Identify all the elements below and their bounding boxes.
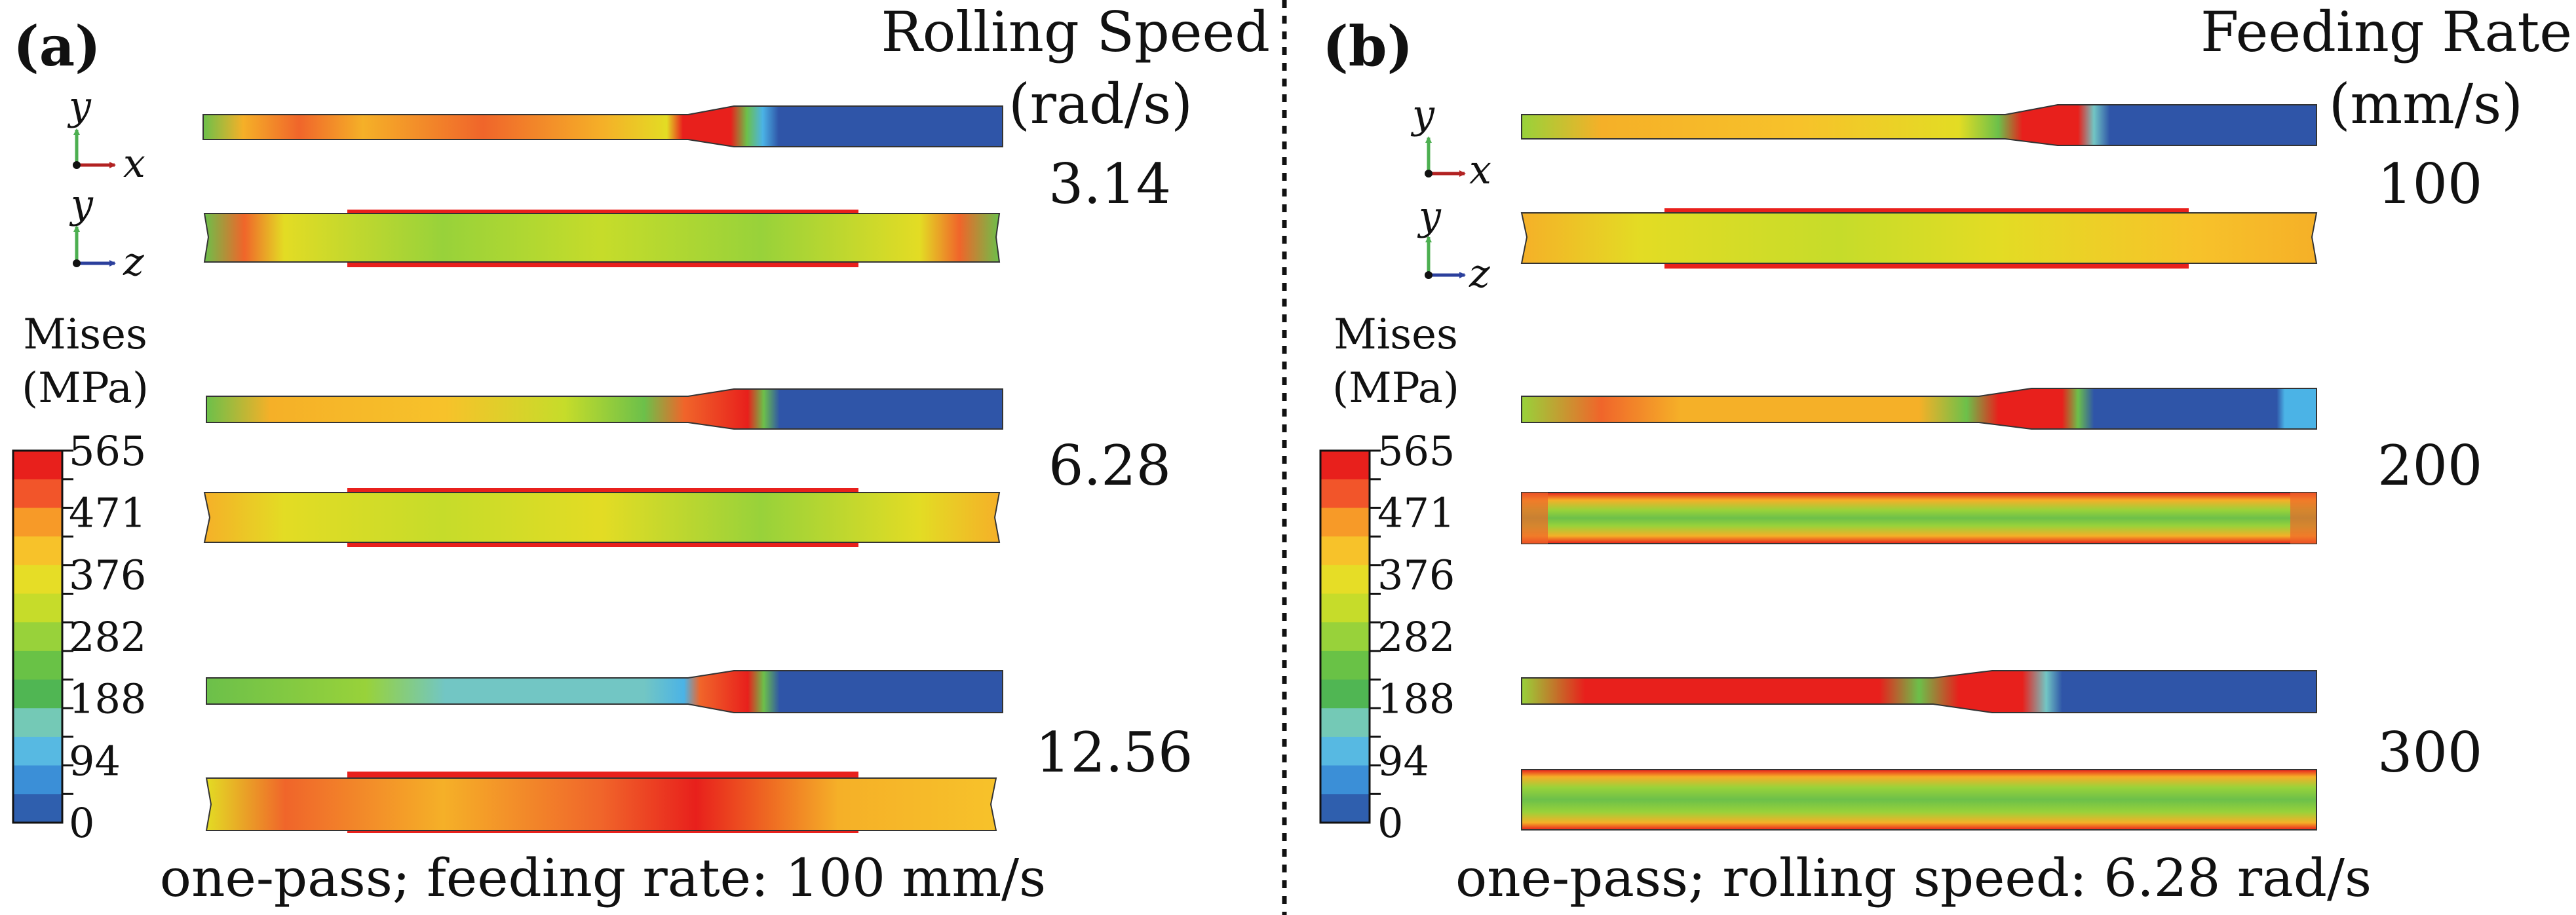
legend-tick-label: 188 xyxy=(69,675,146,723)
axes-triad-xy-b: y x xyxy=(1410,92,1491,193)
legend-swatch xyxy=(1320,479,1370,508)
color-legend-a: 565 471 376 282 188 94 0 xyxy=(12,427,146,847)
axis-label-y: y xyxy=(69,181,94,227)
axis-label-x: x xyxy=(1469,147,1491,193)
legend-swatch xyxy=(1320,794,1370,823)
legend-tick-label: 565 xyxy=(1377,427,1455,475)
legend-swatch xyxy=(1320,765,1370,794)
panel-a: (a) Rolling Speed (rad/s) y x y z 3.14 xyxy=(12,0,1271,908)
legend-tick-label: 376 xyxy=(69,551,146,599)
legend-tick-label: 188 xyxy=(1377,675,1455,723)
axis-label-z: z xyxy=(123,239,144,285)
contour-side-a3 xyxy=(206,670,1003,713)
contour-top-a1 xyxy=(203,210,1001,267)
axes-triad-yz-b: y z xyxy=(1417,193,1490,297)
panel-b-caption: one-pass; rolling speed: 6.28 rad/s xyxy=(1455,848,2372,908)
legend-tick-label: 282 xyxy=(69,613,146,661)
color-legend-b: 565 471 376 282 188 94 0 xyxy=(1319,427,1455,847)
legend-title-a-line1: Mises xyxy=(23,310,147,359)
contour-side-b1 xyxy=(1521,104,2317,146)
axis-label-y: y xyxy=(67,83,92,129)
value-label-a3: 12.56 xyxy=(1035,720,1193,785)
panel-b-param-title-line1: Feeding Rate xyxy=(2201,0,2572,64)
contour-side-b2 xyxy=(1521,388,2317,430)
panel-b: (b) Feeding Rate (mm/s) y x y z 100 Mise… xyxy=(1319,0,2572,908)
legend-swatch xyxy=(13,622,62,652)
contour-top-b1 xyxy=(1520,208,2318,269)
legend-swatch xyxy=(1320,679,1370,709)
panel-a-label: (a) xyxy=(13,14,101,79)
panel-a-param-title-line1: Rolling Speed xyxy=(881,0,1271,64)
contour-side-a1 xyxy=(202,105,1003,147)
axis-label-y: y xyxy=(1417,193,1442,239)
axes-triad-xy-a: y x xyxy=(67,83,145,187)
axes-triad-yz-a: y z xyxy=(69,181,144,285)
legend-swatch xyxy=(13,479,62,508)
legend-swatch xyxy=(1320,650,1370,681)
panel-b-param-title-line2: (mm/s) xyxy=(2329,72,2523,136)
legend-swatch xyxy=(13,708,62,738)
contour-top-b2 xyxy=(1521,492,2317,544)
legend-swatch xyxy=(13,593,62,623)
legend-swatch xyxy=(1320,736,1370,766)
axis-label-z: z xyxy=(1469,251,1490,297)
legend-tick-label: 94 xyxy=(1377,737,1429,785)
legend-tick-label: 282 xyxy=(1377,613,1455,661)
legend-swatch xyxy=(13,765,62,794)
contour-side-a2 xyxy=(206,388,1003,430)
value-label-a2: 6.28 xyxy=(1048,434,1171,498)
legend-tick-label: 0 xyxy=(1377,799,1403,847)
legend-title-a-line2: (MPa) xyxy=(22,364,149,413)
legend-border xyxy=(1319,449,1371,824)
legend-swatch xyxy=(1320,536,1370,566)
legend-tick-label: 376 xyxy=(1377,551,1455,599)
legend-tick-label: 0 xyxy=(69,799,94,847)
legend-swatch xyxy=(13,508,62,537)
panel-a-caption: one-pass; feeding rate: 100 mm/s xyxy=(160,848,1046,908)
legend-swatch xyxy=(1320,508,1370,537)
legend-swatch xyxy=(1320,451,1370,480)
legend-swatch xyxy=(13,736,62,766)
panel-b-label: (b) xyxy=(1322,14,1413,79)
value-label-b2: 200 xyxy=(2377,434,2482,498)
contour-top-a2 xyxy=(203,488,1001,547)
legend-swatch xyxy=(1320,593,1370,623)
contour-side-b3 xyxy=(1521,670,2317,713)
panel-a-param-title-line2: (rad/s) xyxy=(1009,72,1193,136)
legend-swatch xyxy=(1320,708,1370,738)
legend-swatch xyxy=(1320,622,1370,652)
legend-swatch xyxy=(13,536,62,566)
value-label-b1: 100 xyxy=(2377,152,2482,216)
legend-swatch xyxy=(13,650,62,681)
axis-label-y: y xyxy=(1410,92,1435,138)
legend-tick-label: 565 xyxy=(69,427,146,475)
value-label-a1: 3.14 xyxy=(1048,152,1171,216)
legend-tick-label: 471 xyxy=(1377,489,1455,537)
contour-top-a3 xyxy=(205,772,997,833)
legend-swatch xyxy=(13,794,62,823)
legend-title-b-line2: (MPa) xyxy=(1332,364,1459,413)
legend-swatch xyxy=(13,679,62,709)
value-label-b3: 300 xyxy=(2377,720,2482,785)
legend-tick-label: 471 xyxy=(69,489,146,537)
legend-swatch xyxy=(13,565,62,594)
legend-swatch xyxy=(13,451,62,480)
legend-tick-label: 94 xyxy=(69,737,121,785)
legend-title-b-line1: Mises xyxy=(1334,310,1458,359)
axis-label-x: x xyxy=(123,141,145,187)
legend-swatch xyxy=(1320,565,1370,594)
legend-border xyxy=(12,449,64,824)
contour-top-b3 xyxy=(1521,769,2317,831)
